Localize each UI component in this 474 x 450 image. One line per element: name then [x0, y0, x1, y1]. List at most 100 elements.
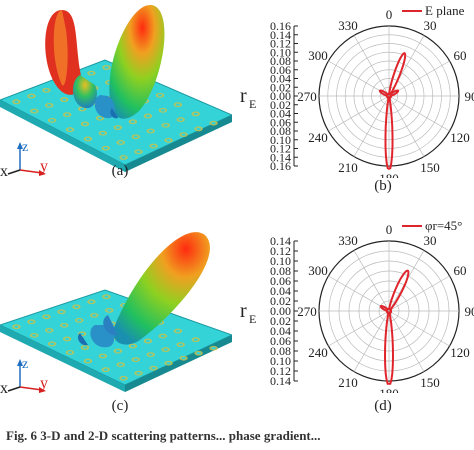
angle-tick-label: 300	[308, 263, 328, 278]
unit-cell-center	[68, 351, 72, 353]
unit-cell-center	[83, 346, 87, 348]
unit-cell-center	[149, 353, 153, 355]
angle-tick-label: 150	[420, 375, 440, 390]
axis-x-label: x	[0, 163, 8, 180]
angle-tick-label: 60	[454, 263, 467, 278]
angle-tick-label: 270	[297, 89, 317, 104]
angle-tick-label: 120	[450, 345, 470, 360]
y-axis-label: r	[240, 85, 247, 107]
axis-z-label: z	[22, 357, 28, 372]
unit-cell-center	[179, 118, 183, 120]
unit-cell-center	[176, 103, 180, 105]
unit-cell-center	[121, 156, 125, 158]
caption-a: (a)	[100, 163, 140, 180]
radial-tick-label: 0.16	[270, 159, 291, 173]
unit-cell-center	[86, 138, 90, 140]
unit-cell-center	[65, 338, 69, 340]
unit-cell-center	[136, 372, 140, 374]
angle-tick-label: 210	[338, 160, 358, 175]
angle-tick-label: 240	[308, 130, 328, 145]
unit-cell-center	[101, 132, 105, 134]
angle-tick-label: 30	[424, 233, 437, 248]
unit-cell-center	[65, 113, 69, 115]
y-axis-label: r	[240, 300, 247, 322]
unit-cell-center	[151, 367, 155, 369]
unit-cell-center	[131, 121, 135, 123]
angle-tick-label: 30	[424, 18, 437, 33]
angle-tick-label: 120	[450, 130, 470, 145]
unit-cell-center	[119, 363, 123, 365]
angle-tick-label: 90	[465, 89, 474, 104]
angle-tick-label: 270	[297, 304, 317, 319]
angle-tick-label: 150	[420, 160, 440, 175]
unit-cell-center	[196, 352, 200, 354]
unit-cell-center	[50, 343, 54, 345]
unit-cell-center	[47, 104, 51, 106]
legend-label: E plane	[425, 3, 465, 18]
angle-tick-label: 210	[338, 375, 358, 390]
axis-z-label: z	[22, 140, 28, 155]
unit-cell-center	[119, 141, 123, 143]
angle-tick-label: 90	[465, 304, 474, 319]
unit-cell-center	[32, 334, 36, 336]
unit-cell-center	[89, 301, 93, 303]
unit-cell-center	[176, 330, 180, 332]
unit-cell-center	[77, 319, 81, 321]
polar-spoke	[354, 35, 389, 96]
unit-cell-center	[29, 95, 33, 97]
caption-b: (b)	[363, 178, 403, 195]
angle-tick-label: 0	[386, 7, 393, 22]
figure-footer-text: Fig. 6 3-D and 2-D scattering patterns..…	[6, 428, 474, 450]
unit-cell-center	[104, 147, 108, 149]
pattern-curve	[381, 271, 409, 384]
angle-tick-label: 0	[386, 222, 393, 237]
angle-tick-label: 180	[379, 171, 399, 178]
unit-cell-center	[134, 136, 138, 138]
panel-a-3d-pattern: z y x (a)	[0, 0, 232, 185]
polar-spoke	[354, 96, 389, 157]
angle-tick-label: 330	[338, 233, 358, 248]
caption-d: (d)	[363, 398, 403, 415]
angle-tick-label: 330	[338, 18, 358, 33]
polar-chart-b: 03060901201501802102402703003300.160.140…	[232, 0, 474, 178]
panel-d-polar: 03060901201501802102402703003300.140.120…	[232, 215, 474, 415]
unit-cell-center	[196, 128, 200, 130]
axis-x-label: x	[0, 380, 8, 397]
unit-cell-center	[47, 329, 51, 331]
unit-cell-center	[80, 108, 84, 110]
unit-cell-center	[158, 94, 162, 96]
unit-cell-center	[164, 348, 168, 350]
axis-y-label: y	[40, 158, 48, 175]
unit-cell-center	[74, 306, 78, 308]
angle-tick-label: 60	[454, 48, 467, 63]
angle-tick-label: 180	[379, 386, 399, 393]
polar-spoke	[328, 96, 389, 131]
unit-cell-center	[14, 326, 18, 328]
unit-cell-center	[32, 110, 36, 112]
legend-label: φr=45°	[425, 218, 462, 233]
unit-cell-center	[89, 72, 93, 74]
unit-cell-center	[151, 145, 155, 147]
panel-b-polar: 03060901201501802102402703003300.160.140…	[232, 0, 474, 200]
unit-cell-center	[166, 139, 170, 141]
unit-cell-center	[116, 350, 120, 352]
angle-tick-label: 300	[308, 48, 328, 63]
radial-tick-label: 0.14	[270, 374, 291, 388]
unit-cell-center	[179, 343, 183, 345]
unit-cell-center	[149, 130, 153, 132]
unit-cell-center	[116, 126, 120, 128]
unit-cell-center	[107, 309, 111, 311]
panel-c-3d-pattern: z y x (c)	[0, 215, 232, 415]
unit-cell-center	[166, 362, 170, 364]
axis-y-label: y	[40, 375, 48, 392]
unit-cell-center	[44, 316, 48, 318]
unit-cell-center	[211, 347, 215, 349]
polar-spoke	[389, 96, 424, 157]
unit-cell-center	[104, 368, 108, 370]
unit-cell-center	[44, 89, 48, 91]
unit-cell-center	[136, 151, 140, 153]
unit-cell-center	[62, 98, 66, 100]
unit-cell-center	[181, 357, 185, 359]
unit-cell-center	[161, 335, 165, 337]
unit-cell-center	[146, 340, 150, 342]
